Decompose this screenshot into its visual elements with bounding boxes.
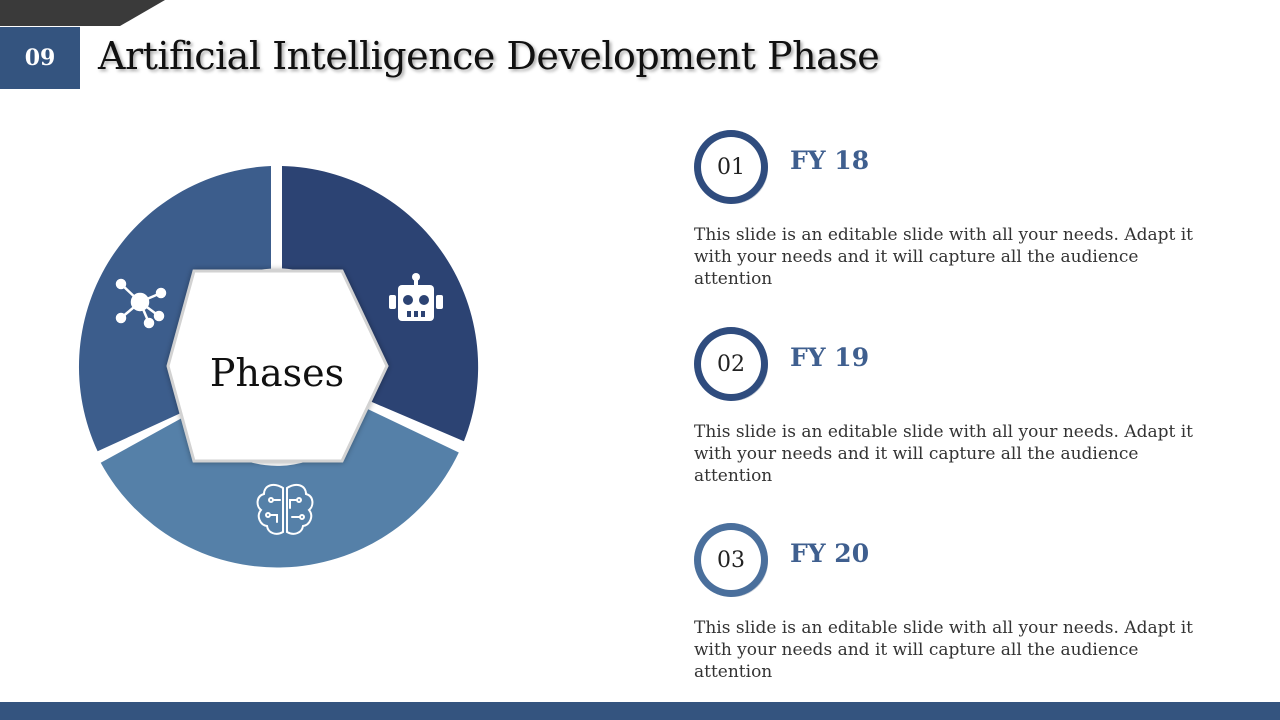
- center-hexagon: [166, 269, 389, 463]
- badge-ring-icon: [694, 327, 768, 401]
- phase-title: FY 18: [790, 146, 870, 175]
- slide-number-badge: 09: [0, 27, 80, 89]
- center-label: Phases: [210, 351, 344, 395]
- phase-description: This slide is an editable slide with all…: [694, 618, 1193, 682]
- network-nodes-icon: [115, 278, 167, 329]
- robot-icon: [389, 273, 443, 321]
- brain-circuit-icon: [256, 483, 314, 535]
- top-corner-tab: [0, 0, 165, 26]
- phase-description: This slide is an editable slide with all…: [694, 225, 1193, 289]
- phase-number: 02: [717, 351, 745, 377]
- segment-network: [78, 166, 272, 452]
- phase-item-03: 03 FY 20 This slide is an editable slide…: [690, 521, 1230, 701]
- phase-item-02: 02 FY 19 This slide is an editable slide…: [690, 325, 1230, 505]
- bottom-bar: [0, 702, 1280, 720]
- phase-title: FY 20: [790, 539, 870, 568]
- badge-ring-icon: [694, 130, 768, 204]
- page-title: Artificial Intelligence Development Phas…: [98, 34, 880, 78]
- phase-description: This slide is an editable slide with all…: [694, 422, 1193, 486]
- phases-diagram: Phases: [78, 166, 479, 568]
- segment-robot: [282, 166, 479, 442]
- phase-title: FY 19: [790, 343, 870, 372]
- badge-ring-icon: [694, 523, 768, 597]
- phase-item-01: 01 FY 18 This slide is an editable slide…: [690, 128, 1230, 308]
- phase-number: 01: [717, 154, 745, 180]
- phase-number: 03: [717, 547, 745, 573]
